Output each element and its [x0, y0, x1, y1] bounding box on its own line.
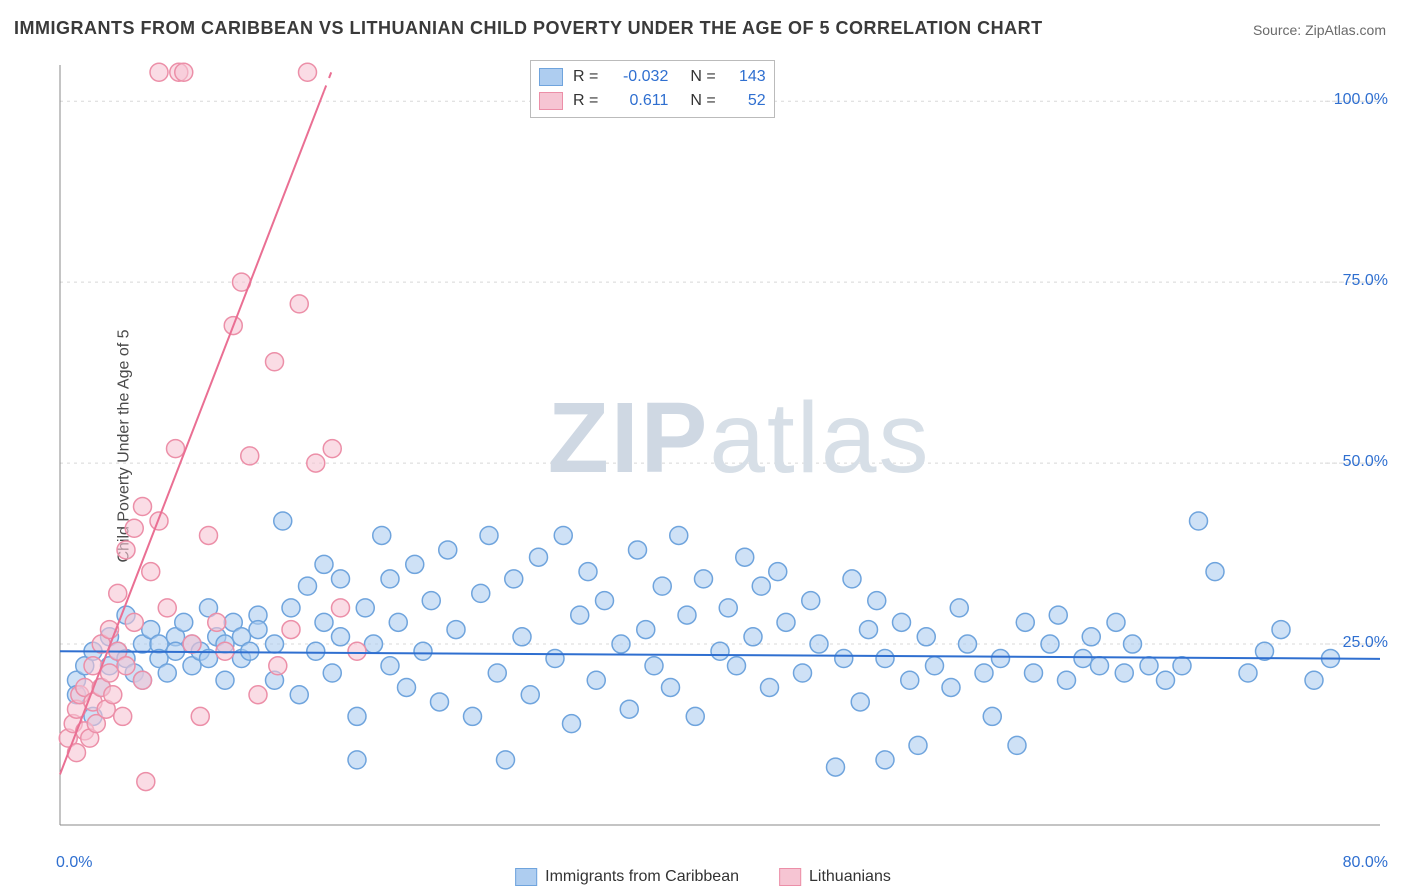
y-axis-tick: 50.0% — [1343, 453, 1388, 471]
series-legend: Immigrants from Caribbean Lithuanians — [515, 868, 891, 886]
legend-item-label: Immigrants from Caribbean — [545, 868, 739, 886]
legend-swatch — [779, 868, 801, 886]
y-axis-tick: 100.0% — [1334, 91, 1388, 109]
x-axis-tick-max: 80.0% — [1343, 854, 1388, 872]
x-axis-tick-min: 0.0% — [56, 854, 92, 872]
scatter-plot-svg — [50, 55, 1390, 845]
legend-row-caribbean: R = -0.032 N = 143 — [539, 65, 766, 89]
legend-item-caribbean: Immigrants from Caribbean — [515, 868, 739, 886]
source-label: Source: — [1253, 22, 1301, 38]
correlation-legend: R = -0.032 N = 143 R = 0.611 N = 52 — [530, 60, 775, 118]
legend-item-label: Lithuanians — [809, 868, 891, 886]
chart-area: ZIPatlas R =-0.032N =143R =0.611N =52 — [50, 55, 1390, 845]
legend-n-label: N = — [690, 68, 715, 86]
chart-title: IMMIGRANTS FROM CARIBBEAN VS LITHUANIAN … — [14, 18, 1043, 39]
legend-r-value: 0.611 — [608, 92, 668, 110]
legend-swatch — [515, 868, 537, 886]
y-axis-tick: 25.0% — [1343, 634, 1388, 652]
legend-swatch — [539, 68, 563, 86]
source-name: ZipAtlas.com — [1305, 22, 1386, 38]
legend-r-label: R = — [573, 92, 598, 110]
legend-n-value: 143 — [726, 68, 766, 86]
legend-n-label: N = — [690, 92, 715, 110]
legend-n-value: 52 — [726, 92, 766, 110]
legend-r-label: R = — [573, 68, 598, 86]
legend-row-lithuanians: R = 0.611 N = 52 — [539, 89, 766, 113]
source-attribution: Source: ZipAtlas.com — [1253, 22, 1386, 38]
legend-item-lithuanians: Lithuanians — [779, 868, 891, 886]
legend-r-value: -0.032 — [608, 68, 668, 86]
legend-swatch — [539, 92, 563, 110]
y-axis-tick: 75.0% — [1343, 272, 1388, 290]
